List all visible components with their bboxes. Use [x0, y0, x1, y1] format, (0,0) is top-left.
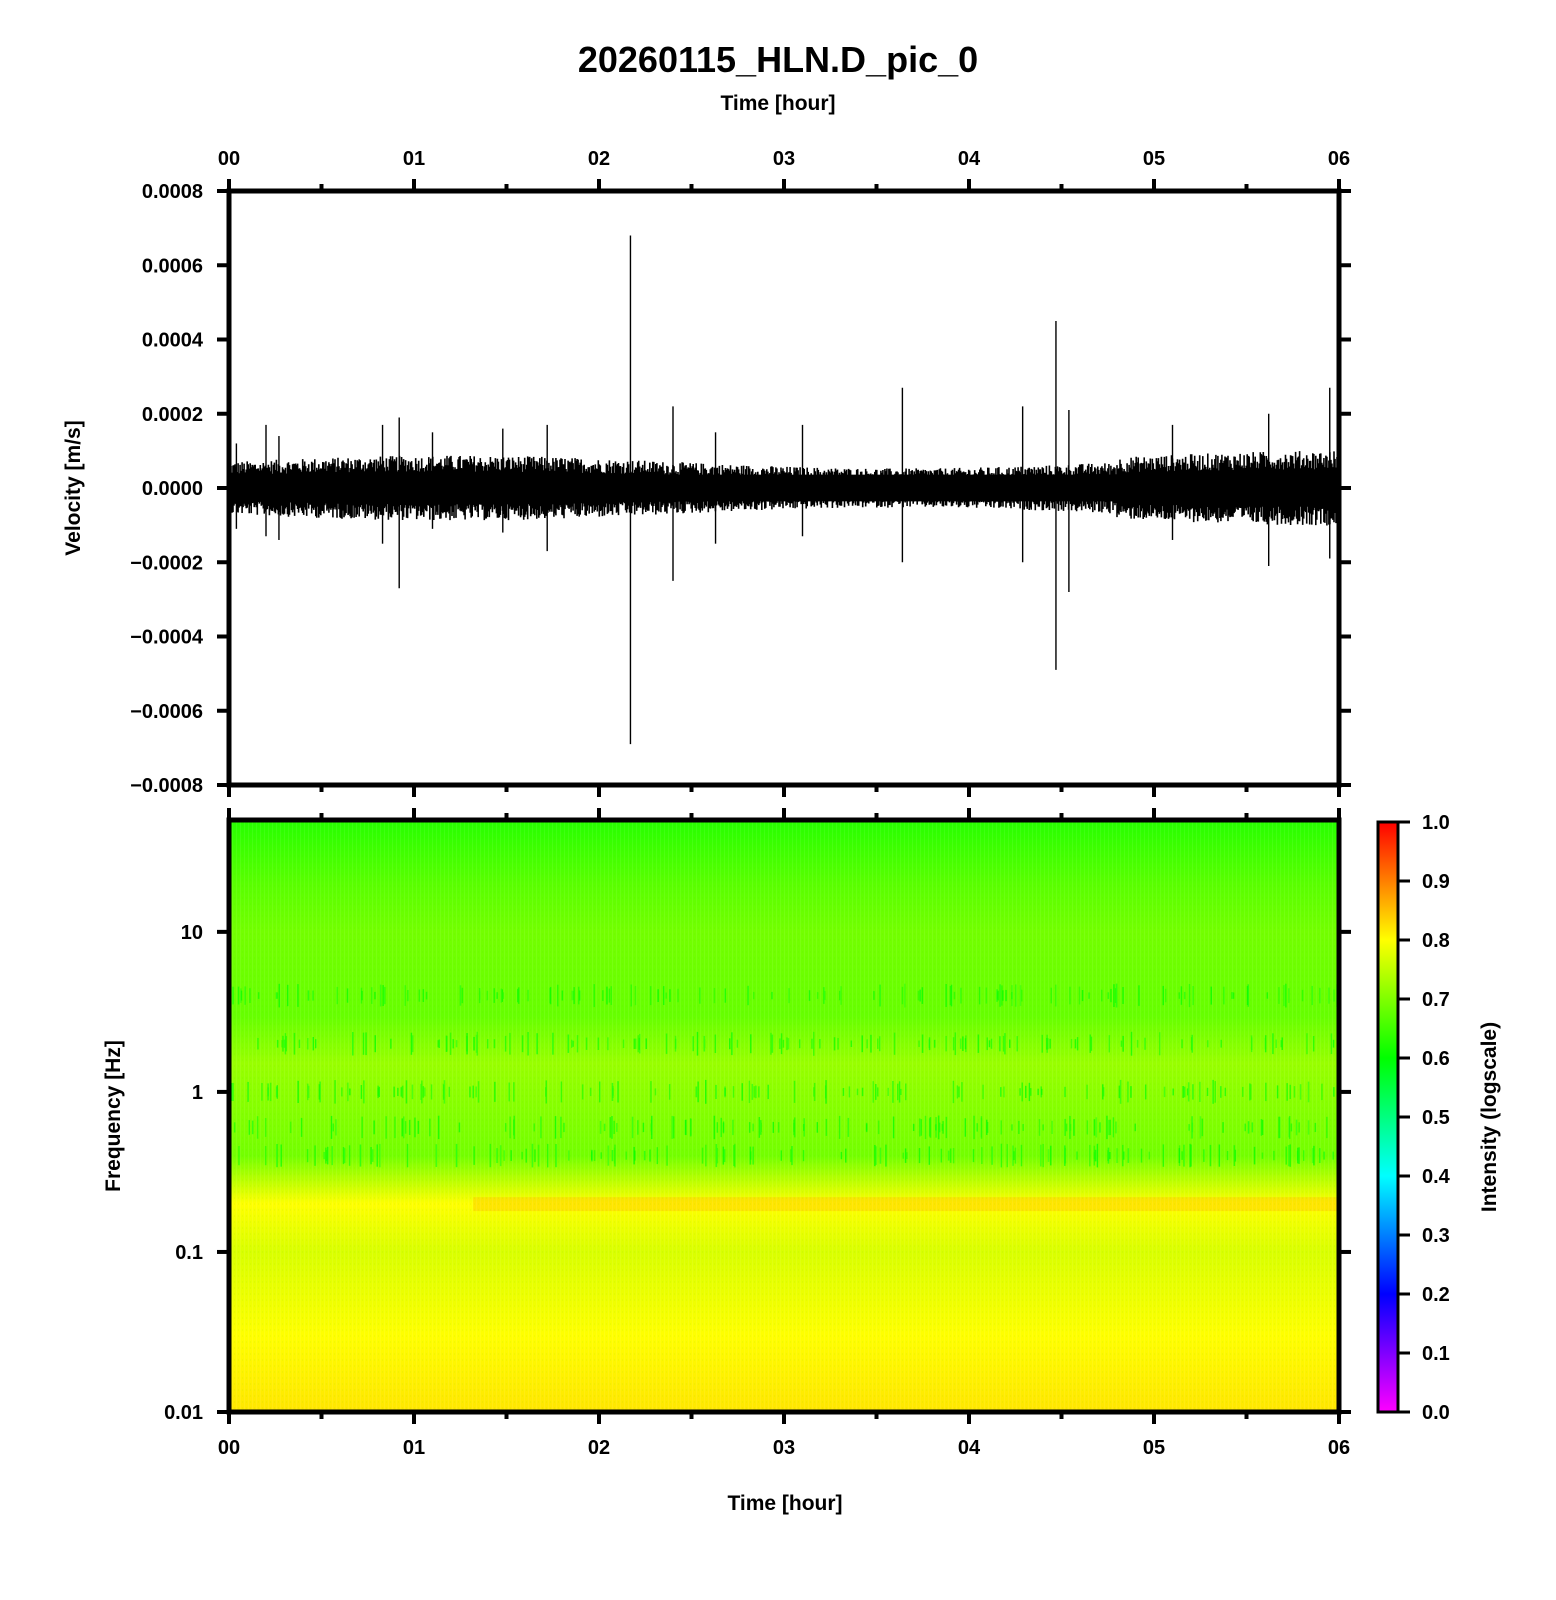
colorbar: 1.0 0.9 0.8 0.7 0.6 0.5 0.4 0.3 0.2 0.1 0.0 Intens…: [1376, 812, 1501, 1424]
colorbar-tick-label: 0.2: [1422, 1284, 1450, 1306]
seismogram-frame: [226, 188, 1342, 788]
colorbar-tick-label: 0.5: [1422, 1107, 1450, 1129]
colorbar-tick-label: 0.0: [1422, 1402, 1450, 1424]
spectrogram-x-tick-label: 03: [773, 1437, 795, 1459]
spectrogram-y-ticks: 10 1 0.1 0.01: [164, 922, 1351, 1424]
top-x-tick-label: 03: [773, 148, 795, 170]
seismogram-y-tick-label: −0.0002: [130, 552, 203, 574]
seismogram-core-band: [229, 474, 1339, 502]
spectrogram-x-ticks: 00 01 02 03 04 05 06: [218, 808, 1350, 1459]
seismogram-y-tick-label: 0.0002: [142, 404, 203, 426]
spectrogram-y-tick-label: 10: [181, 922, 203, 944]
spectrogram-x-tick-label: 01: [403, 1437, 425, 1459]
top-x-tick-label: 05: [1143, 148, 1165, 170]
seismogram-y-tick-label: −0.0008: [130, 775, 203, 797]
spectrogram-x-tick-label: 04: [958, 1437, 981, 1459]
spectrogram-x-tick-label: 05: [1143, 1437, 1165, 1459]
colorbar-tick-label: 0.7: [1422, 989, 1450, 1011]
chart-title: 20260115_HLN.D_pic_0: [578, 39, 978, 80]
spectrogram-y-axis-label: Frequency [Hz]: [102, 1040, 125, 1192]
colorbar-tick-label: 0.6: [1422, 1048, 1450, 1070]
spectrogram-x-tick-label: 00: [218, 1437, 240, 1459]
top-x-tick-label: 04: [958, 148, 981, 170]
colorbar-tick-label: 1.0: [1422, 812, 1450, 834]
seismogram-y-tick-label: 0.0008: [142, 181, 203, 203]
seismogram-y-tick-label: 0.0004: [142, 330, 204, 352]
colorbar-gradient: [1376, 820, 1400, 1414]
seismogram-y-ticks: 0.0008 0.0006 0.0004 0.0002 0.0000 −0.0002 −0.…: [130, 181, 1351, 797]
colorbar-tick-label: 0.9: [1422, 871, 1450, 893]
seismogram-y-tick-label: 0.0006: [142, 255, 203, 277]
colorbar-tick-label: 0.8: [1422, 930, 1450, 952]
seismogram-panel: Time [hour] 00 01 02 03 04 05 06 0.00080.00060…: [62, 92, 1351, 797]
colorbar-tick-label: 0.4: [1422, 1166, 1451, 1188]
colorbar-tick-label: 0.3: [1422, 1225, 1450, 1247]
seismogram-y-tick-label: 0.0000: [142, 478, 203, 500]
spectrogram-x-axis-label: Time [hour]: [727, 1492, 842, 1515]
seismogram-trace: [228, 451, 1340, 526]
colorbar-ticks: 1.0 0.9 0.8 0.7 0.6 0.5 0.4 0.3 0.2 0.1 0.0: [1398, 812, 1451, 1424]
spectrogram-y-tick-label: 1: [192, 1082, 203, 1104]
top-x-tick-label: 01: [403, 148, 425, 170]
seismogram-y-axis-label: Velocity [m/s]: [62, 420, 85, 555]
spectrogram-y-tick-label: 0.1: [175, 1242, 203, 1264]
colorbar-tick-label: 0.1: [1422, 1343, 1450, 1365]
top-x-tick-label: 06: [1328, 148, 1350, 170]
spectrogram-texture: [229, 820, 1339, 1412]
spectrogram-panel: 00 01 02 03 04 05 06 10 1 0.1 0.01 Time [hour] Fr…: [102, 808, 1351, 1515]
seismogram-spikes: [235, 235, 1331, 745]
spectrogram-x-tick-label: 06: [1328, 1437, 1350, 1459]
top-x-tick-label: 00: [218, 148, 240, 170]
seismogram-y-tick-label: −0.0006: [130, 701, 203, 723]
colorbar-label: Intensity (logscale): [1478, 1022, 1501, 1212]
top-x-axis-label: Time [hour]: [720, 92, 835, 115]
spectrogram-y-tick-label: 0.01: [164, 1402, 203, 1424]
top-x-tick-label: 02: [588, 148, 610, 170]
seismogram-y-tick-label: −0.0004: [130, 627, 204, 649]
spectrogram-x-tick-label: 02: [588, 1437, 610, 1459]
